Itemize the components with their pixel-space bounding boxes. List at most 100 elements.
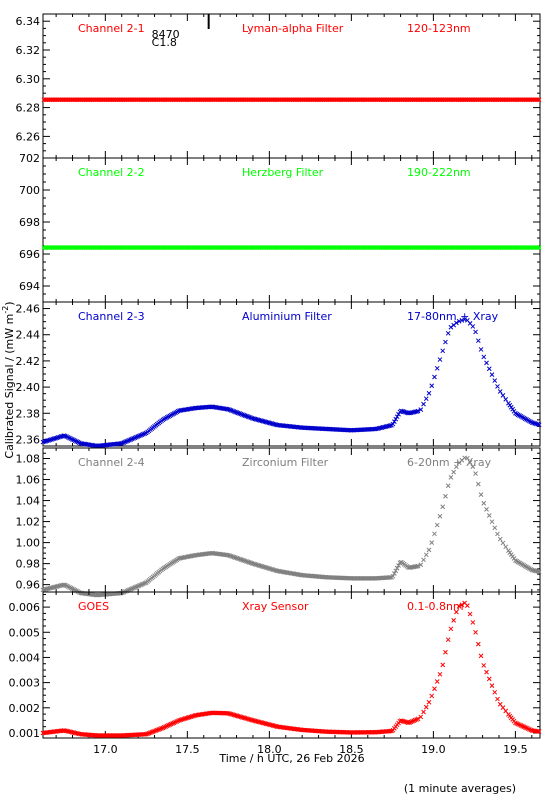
data-point — [429, 693, 435, 699]
data-point — [46, 438, 51, 443]
data-point — [152, 728, 157, 734]
data-point — [492, 689, 498, 695]
data-point — [240, 412, 245, 417]
data-point — [238, 557, 244, 562]
data-point — [189, 714, 195, 719]
data-point — [454, 609, 459, 615]
data-point — [237, 411, 242, 416]
data-point — [475, 641, 481, 647]
data-point — [437, 671, 443, 677]
y-tick-label: 0.006 — [9, 601, 41, 614]
data-point — [235, 410, 241, 416]
data-point — [535, 569, 541, 574]
data-point — [454, 320, 459, 326]
panel-channel-label: GOES — [78, 600, 109, 613]
data-point — [440, 504, 446, 510]
data-point — [492, 378, 498, 383]
data-point — [473, 329, 478, 335]
data-point — [391, 571, 397, 576]
data-point — [489, 372, 495, 378]
data-point — [401, 409, 407, 415]
data-point — [49, 437, 54, 442]
panel-filter-label: Aluminium Filter — [242, 310, 332, 323]
data-point — [148, 730, 153, 736]
data-point — [497, 536, 503, 542]
data-point — [61, 433, 67, 439]
data-point — [481, 500, 487, 506]
data-point — [451, 618, 457, 623]
data-point — [529, 420, 535, 425]
data-point — [414, 409, 420, 414]
panel-4: 0.96 0.98 1.00 1.02 1.04 1.06 1.08 Channel 2-4 Z… — [16, 447, 542, 598]
data-point — [484, 360, 489, 366]
data-point — [61, 582, 67, 588]
data-series — [40, 600, 542, 738]
data-point — [240, 557, 245, 563]
data-point — [387, 423, 393, 428]
y-tick-label: 6.32 — [16, 44, 41, 57]
data-point — [157, 726, 163, 732]
data-point — [443, 493, 448, 499]
data-point — [259, 563, 265, 569]
data-point — [256, 563, 262, 568]
data-point — [237, 556, 242, 562]
data-point — [50, 436, 56, 442]
data-point — [181, 716, 187, 722]
y-tick-label: 2.38 — [16, 407, 41, 420]
panel-frame — [42, 13, 541, 159]
data-point — [486, 366, 492, 372]
data-point — [58, 434, 64, 439]
data-point — [481, 663, 487, 668]
data-point — [418, 407, 424, 412]
y-tick-label: 1.04 — [16, 495, 41, 508]
panel-channel-label: Channel 2-3 — [78, 310, 145, 323]
data-point — [233, 555, 238, 560]
x-tick-label: 19.5 — [503, 743, 528, 756]
y-tick-label: 0.98 — [16, 558, 41, 571]
data-point — [437, 357, 443, 362]
y-tick-label: 6.28 — [16, 102, 41, 115]
data-point — [149, 729, 155, 735]
data-point — [415, 563, 421, 569]
data-point — [432, 686, 437, 692]
y-tick-label: 1.02 — [16, 516, 41, 529]
data-point — [391, 419, 397, 424]
data-point — [473, 629, 478, 635]
panel-band-label: 120-123nm — [407, 22, 471, 35]
data-point — [153, 728, 159, 733]
data-point — [150, 729, 156, 734]
y-tick-label: 0.003 — [9, 677, 41, 690]
y-tick-label: 6.30 — [16, 73, 41, 86]
data-point — [405, 720, 411, 726]
data-point — [533, 421, 539, 427]
data-point — [44, 438, 50, 444]
data-point — [440, 662, 446, 668]
data-point — [177, 717, 182, 723]
data-point — [246, 414, 252, 420]
y-tick-label: 1.08 — [16, 453, 41, 466]
data-point — [248, 560, 254, 566]
data-point — [481, 354, 487, 360]
panel-frame — [42, 447, 541, 593]
panel-band-label: 6-20nm + Xray — [407, 456, 492, 469]
data-point — [398, 408, 404, 414]
data-point — [244, 413, 249, 419]
data-point — [423, 704, 429, 710]
data-point — [401, 719, 407, 724]
data-point — [242, 558, 248, 564]
data-point — [253, 562, 259, 567]
data-point — [464, 455, 470, 461]
data-point — [489, 519, 495, 525]
data-point — [228, 408, 234, 413]
data-point — [432, 531, 437, 537]
data-point — [228, 553, 234, 559]
data-point — [143, 731, 149, 737]
panel-1: 6.26 6.28 6.30 6.32 6.34 Channel 2-1 Lyman-alp… — [16, 13, 542, 159]
y-tick-label: 0.005 — [9, 626, 41, 639]
data-point — [146, 730, 152, 736]
data-series — [41, 97, 542, 103]
data-point — [230, 554, 235, 560]
x-tick-label: 17.0 — [93, 743, 118, 756]
data-point — [249, 415, 255, 421]
